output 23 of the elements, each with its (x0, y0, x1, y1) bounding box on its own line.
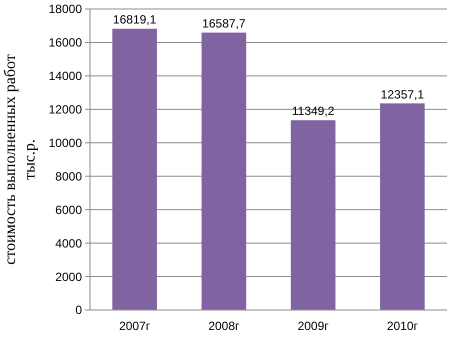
y-tick-label: 0 (75, 303, 82, 318)
data-label: 12357,1 (380, 87, 424, 102)
x-tick-label: 2008г (208, 319, 240, 333)
data-label: 11349,2 (292, 104, 335, 118)
y-axis-title: стоимость выполненных работ тыс.р. (2, 54, 38, 265)
y-tick-label: 14000 (48, 69, 82, 84)
y-tick-label: 18000 (48, 2, 82, 16)
y-tick-label: 4000 (55, 236, 82, 250)
x-tick-label: 2009г (298, 319, 330, 333)
y-tick-label: 8000 (55, 169, 82, 184)
x-tick-label: 2010г (386, 319, 419, 333)
bar (202, 32, 246, 310)
x-tick-label: 2007г (119, 319, 151, 333)
bar (290, 120, 336, 310)
y-tick-label: 10000 (48, 136, 82, 150)
bar (380, 103, 425, 310)
y-tick-label: 16000 (48, 36, 82, 50)
data-label: 16587,7 (202, 16, 246, 31)
data-label: 16819,1 (112, 12, 157, 27)
bar (112, 28, 157, 310)
y-tick-label: 2000 (55, 270, 82, 284)
y-tick-label: 12000 (48, 102, 82, 117)
y-tick-label: 6000 (55, 202, 82, 217)
